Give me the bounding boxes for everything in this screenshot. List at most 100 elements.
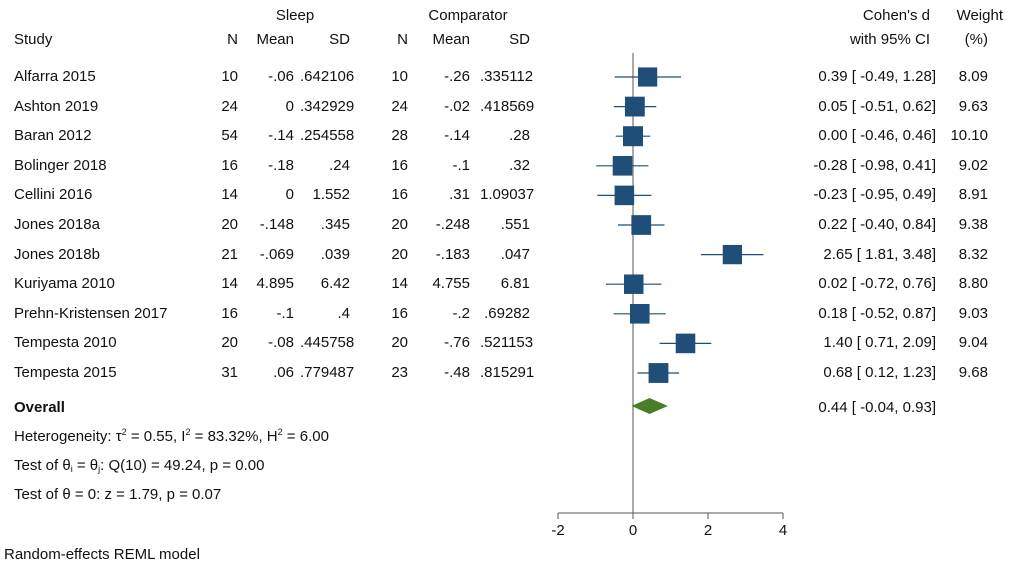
sleep-n-value: 31	[221, 364, 238, 381]
comparator-n-value: 20	[391, 245, 408, 263]
study-name: Jones 2018b	[14, 245, 100, 263]
heterogeneity-stats: Heterogeneity: τ2 = 0.55, I2 = 83.32%, H…	[14, 427, 329, 446]
effect-square-marker	[612, 156, 633, 176]
comparator-n-value: 10	[391, 68, 408, 85]
study-name: Tempesta 2015	[14, 364, 117, 381]
sleep-sd-header: SD	[329, 31, 350, 48]
weight-header-line1: Weight	[956, 7, 1003, 24]
sleep-sd-value: .779487	[300, 364, 355, 381]
sleep-sd-value: 6.42	[320, 275, 350, 293]
effect-square-marker	[614, 185, 635, 206]
comparator-sd-value: .047	[500, 245, 530, 263]
weight-value: 9.04	[958, 334, 988, 352]
effect-square-marker	[638, 67, 658, 87]
study-name: Alfarra 2015	[14, 68, 96, 85]
effect-header-line1: Cohen's d	[862, 7, 930, 24]
effect-square-marker	[722, 244, 743, 265]
study-name: Kuriyama 2010	[14, 275, 115, 293]
model-note: Random-effects REML model	[4, 546, 200, 563]
effect-square-marker	[624, 96, 645, 117]
sleep-mean-value: -.1	[276, 304, 294, 322]
comparator-sd-value: .418569	[480, 97, 535, 115]
x-tick-label: 0	[629, 522, 637, 539]
sleep-n-value: 54	[221, 127, 238, 145]
sleep-sd-value: .254558	[300, 127, 355, 145]
study-name: Baran 2012	[14, 127, 92, 145]
effect-ci-text: 0.00 [ -0.46, 0.46]	[818, 127, 936, 145]
comparator-mean-value: -.48	[444, 364, 470, 381]
comparator-sd-value: .551	[500, 216, 530, 233]
sleep-n-value: 10	[221, 68, 238, 85]
comparator-mean-value: -.76	[444, 334, 470, 352]
sleep-mean-value: -.18	[268, 156, 294, 174]
comparator-sd-value: .521153	[480, 334, 534, 352]
effect-ci-text: 0.18 [ -0.52, 0.87]	[818, 304, 936, 322]
test-of-homogeneity: Test of θi = θj: Q(10) = 49.24, p = 0.00	[14, 457, 265, 474]
weight-value: 10.10	[950, 127, 988, 145]
study-column-header: Study	[14, 31, 53, 48]
x-tick-label: -2	[551, 522, 564, 539]
effect-square-marker	[675, 333, 696, 354]
comparator-n-value: 16	[391, 304, 408, 322]
comparator-n-value: 14	[391, 275, 408, 293]
effect-square-marker	[648, 363, 669, 383]
comparator-n-header: N	[397, 31, 408, 48]
sleep-n-value: 14	[221, 275, 238, 293]
weight-value: 9.03	[958, 304, 988, 322]
weight-value: 9.63	[958, 97, 988, 115]
effect-header-line2: with 95% CI	[849, 31, 930, 48]
effect-square-marker	[631, 215, 652, 235]
sleep-n-value: 24	[221, 97, 238, 115]
comparator-sd-header: SD	[509, 31, 530, 48]
effect-ci-text: 0.68 [ 0.12, 1.23]	[823, 364, 936, 381]
comparator-n-value: 24	[391, 97, 408, 115]
sleep-sd-value: .345	[320, 216, 350, 233]
comparator-sd-value: .335112	[480, 68, 534, 85]
comparator-n-value: 16	[391, 186, 408, 204]
overall-diamond	[631, 398, 668, 414]
comparator-mean-value: -.183	[435, 245, 470, 263]
comparator-mean-header: Mean	[432, 31, 470, 48]
comparator-n-value: 28	[391, 127, 408, 145]
effect-ci-text: 0.39 [ -0.49, 1.28]	[818, 68, 936, 85]
comparator-sd-value: 6.81	[500, 275, 530, 293]
sleep-n-value: 20	[221, 334, 238, 352]
study-name: Prehn-Kristensen 2017	[14, 304, 168, 322]
comparator-n-value: 20	[391, 334, 408, 352]
comparator-sd-value: .28	[509, 127, 530, 145]
study-name: Bolinger 2018	[14, 156, 107, 174]
weight-value: 9.02	[958, 156, 988, 174]
sleep-sd-value: .039	[320, 245, 350, 263]
comparator-sd-value: 1.09037	[480, 186, 535, 204]
weight-value: 8.32	[958, 245, 988, 263]
sleep-sd-value: 1.552	[312, 186, 350, 204]
sleep-mean-value: -.148	[259, 216, 294, 233]
sleep-mean-value: .06	[273, 364, 294, 381]
effect-square-marker	[629, 304, 650, 324]
comparator-mean-value: -.248	[435, 216, 470, 233]
comparator-n-value: 20	[391, 216, 408, 233]
comparator-sd-value: .32	[509, 156, 530, 174]
comparator-mean-value: -.1	[452, 156, 470, 174]
sleep-n-value: 16	[221, 304, 238, 322]
sleep-mean-value: 4.895	[256, 275, 294, 293]
comparator-mean-value: -.14	[444, 127, 470, 145]
weight-value: 8.80	[958, 275, 988, 293]
weight-value: 9.38	[958, 216, 988, 233]
sleep-sd-value: .342929	[300, 97, 355, 115]
sleep-mean-value: -.069	[259, 245, 294, 263]
effect-square-marker	[623, 126, 643, 147]
study-name: Cellini 2016	[14, 186, 93, 204]
study-name: Ashton 2019	[14, 97, 99, 115]
weight-value: 8.91	[958, 186, 988, 204]
effect-ci-text: 0.02 [ -0.72, 0.76]	[818, 275, 936, 293]
weight-value: 9.68	[958, 364, 988, 381]
sleep-sd-value: .445758	[300, 334, 355, 352]
comparator-n-value: 23	[391, 364, 408, 381]
x-tick-label: 4	[779, 522, 787, 539]
overall-ci-text: 0.44 [ -0.04, 0.93]	[818, 399, 936, 416]
sleep-mean-value: -.06	[268, 68, 294, 85]
sleep-n-value: 20	[221, 216, 238, 233]
sleep-sd-value: .24	[329, 156, 350, 174]
effect-ci-text: -0.23 [ -0.95, 0.49]	[813, 186, 936, 204]
